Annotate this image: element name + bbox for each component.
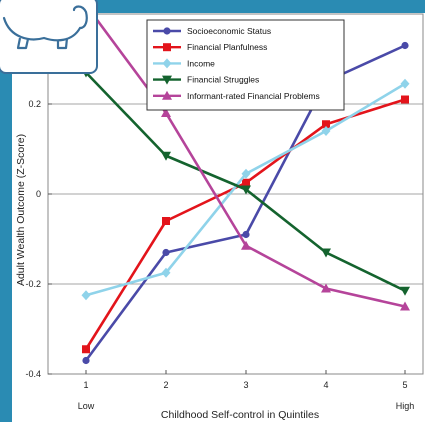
- axes: -0.4 -0.2 0 0.2 1 2 3 4 5 Low High Childhood Self-c…: [15, 13, 424, 421]
- legend-marker: [162, 75, 172, 85]
- data-point: [161, 108, 171, 117]
- data-point: [401, 95, 409, 104]
- data-point: [400, 286, 410, 296]
- data-point: [242, 230, 250, 239]
- data-point: [321, 126, 331, 136]
- legend-marker: [163, 27, 171, 35]
- y-tick-label: -0.4: [25, 369, 41, 379]
- legend-entry: Socioeconomic Status: [187, 26, 271, 36]
- x-high-label: High: [396, 401, 415, 411]
- data-point: [82, 345, 90, 354]
- data-point: [241, 185, 251, 195]
- x-tick-label: 3: [243, 380, 248, 390]
- legend-box: [146, 19, 345, 111]
- y-tick-label: 0: [36, 189, 41, 199]
- piggy-bank-logo: [0, 0, 98, 74]
- legend-marker: [162, 58, 172, 69]
- x-axis-title: Childhood Self-control in Quintiles: [161, 409, 319, 421]
- data-point: [161, 267, 171, 278]
- y-tick-label: -0.2: [25, 279, 41, 289]
- legend-entry: Informant-rated Financial Problems: [187, 91, 320, 101]
- data-point: [82, 356, 90, 365]
- x-tick-label: 4: [323, 380, 328, 390]
- data-point: [242, 178, 250, 187]
- x-tick-label: 2: [163, 380, 168, 390]
- y-tick-label: 0.2: [28, 99, 41, 109]
- top-frame-bar: [0, 0, 425, 13]
- x-tick-label: 1: [83, 380, 88, 390]
- legend-entry: Income: [187, 58, 215, 68]
- data-point: [241, 240, 251, 250]
- legend-marker: [163, 43, 171, 52]
- x-low-label: Low: [78, 401, 95, 411]
- left-frame-bar: [0, 0, 12, 422]
- data-point: [161, 151, 171, 161]
- legend: Socioeconomic Status Financial Planfulnes…: [146, 19, 345, 111]
- data-point: [162, 248, 170, 257]
- series-line: [84, 98, 406, 350]
- series-layer: [81, 14, 410, 365]
- data-point: [322, 120, 330, 129]
- data-point: [162, 217, 170, 225]
- data-point: [400, 78, 410, 89]
- x-tick-label: 5: [402, 380, 407, 390]
- data-point: [81, 290, 91, 301]
- data-point: [401, 41, 409, 50]
- data-point: [241, 168, 251, 179]
- piggy-bank-icon: [2, 5, 88, 50]
- data-point: [321, 248, 331, 258]
- legend-entry: Financial Planfulness: [187, 42, 267, 52]
- y-axis-title: Adult Wealth Outcome (Z-Score): [15, 134, 27, 286]
- legend-entry: Financial Struggles: [187, 75, 259, 85]
- data-point: [321, 283, 331, 293]
- data-point: [400, 301, 410, 311]
- legend-marker: [162, 90, 172, 100]
